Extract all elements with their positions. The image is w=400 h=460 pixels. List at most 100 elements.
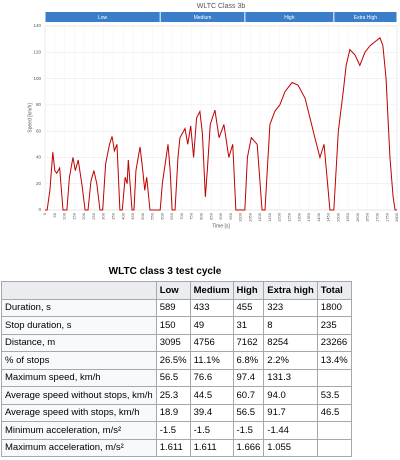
row-label: Duration, s	[1, 298, 157, 317]
x-tick-label: 1450	[326, 212, 331, 222]
x-tick-label: 500	[140, 212, 145, 219]
x-tick-label: 800	[199, 212, 204, 219]
x-tick-label: 1650	[365, 212, 370, 222]
table-cell: 76.6	[189, 368, 234, 387]
y-tick-label: 140	[33, 23, 41, 28]
table-row: Maximum speed, km/h 56.5 76.6 97.4 131.3	[1, 368, 352, 387]
x-tick-label: 1500	[335, 212, 340, 222]
table-cell: 60.7	[232, 386, 265, 405]
x-tick-label: 200	[81, 212, 86, 219]
table-cell	[316, 421, 352, 440]
x-axis-label: Time [s]	[212, 223, 230, 229]
table-cell: 11.1%	[189, 351, 234, 370]
x-tick-label: 1150	[267, 212, 272, 221]
x-tick-label: 750	[189, 212, 194, 219]
header-cell: Total	[316, 281, 352, 300]
table-cell: 2.2%	[263, 351, 318, 370]
table-cell: 150	[155, 316, 191, 335]
x-tick-label: 700	[179, 212, 184, 219]
table-cell: 31	[232, 316, 265, 335]
row-label: Maximum speed, km/h	[1, 368, 157, 387]
x-tick-label: 1600	[355, 212, 360, 222]
phase-band	[334, 12, 397, 22]
row-label: Average speed without stops, km/h	[1, 386, 157, 405]
table-cell: 26.5%	[155, 351, 191, 370]
x-tick-label: 1000	[238, 212, 243, 222]
table-cell: 1.055	[263, 438, 318, 457]
x-tick-label: 150	[71, 212, 76, 219]
header-cell: Low	[155, 281, 191, 300]
y-tick-label: 20	[36, 181, 42, 186]
table-cell: 6.8%	[232, 351, 265, 370]
table-cell: 91.7	[263, 403, 318, 422]
table-cell: 8	[263, 316, 318, 335]
table-title: WLTC class 3 test cycle	[108, 266, 222, 277]
phase-label: High	[284, 15, 295, 21]
table-cell: 13.4%	[316, 351, 352, 370]
table-row: Stop duration, s 150 49 31 8 235	[1, 316, 352, 335]
x-tick-label: 1300	[296, 212, 301, 222]
phase-band	[45, 12, 160, 22]
x-tick-label: 400	[120, 212, 125, 219]
x-tick-label: 650	[169, 212, 174, 219]
table-row: Minimum acceleration, m/s² -1.5 -1.5 -1.5 -1…	[1, 421, 352, 440]
row-label: Minimum acceleration, m/s²	[1, 421, 157, 440]
table-cell: -1.5	[232, 421, 265, 440]
x-tick-label: 550	[150, 212, 155, 219]
table-cell: 18.9	[155, 403, 191, 422]
phase-label: Medium	[194, 15, 212, 21]
x-tick-label: 850	[208, 212, 213, 219]
y-tick-label: 80	[36, 102, 42, 107]
x-tick-label: 50	[52, 212, 57, 217]
x-tick-label: 900	[218, 212, 223, 219]
header-cell: Extra high	[263, 281, 318, 300]
table-cell: 23266	[316, 333, 352, 352]
header-row: Low Medium High Extra high Total	[1, 281, 352, 300]
table-row: Maximum acceleration, m/s² 1.611 1.611 1.66…	[1, 438, 352, 457]
table-cell: 1.611	[189, 438, 234, 457]
table-cell: 433	[189, 298, 234, 317]
x-tick-label: 1050	[247, 212, 252, 222]
header-cell: High	[232, 281, 265, 300]
table-cell: 235	[316, 316, 352, 335]
x-tick-label: 1350	[306, 212, 311, 222]
table-cell: 1.666	[232, 438, 265, 457]
row-label: Distance, m	[1, 333, 157, 352]
phase-label: Low	[98, 15, 108, 21]
table-cell: 25.3	[155, 386, 191, 405]
table-cell: -1.5	[189, 421, 234, 440]
x-tick-label: 300	[101, 212, 106, 219]
y-tick-label: 120	[33, 49, 41, 54]
table-row: % of stops 26.5% 11.1% 6.8% 2.2% 13.4%	[1, 351, 352, 370]
table-cell: 1800	[316, 298, 352, 317]
x-tick-label: 950	[228, 212, 233, 219]
table-row: Average speed with stops, km/h 18.9 39.4 56…	[1, 403, 352, 422]
table: Low Medium High Extra high Total Duration, s 5…	[1, 281, 352, 457]
row-label: Average speed with stops, km/h	[1, 403, 157, 422]
table-cell: 97.4	[232, 368, 265, 387]
x-tick-label: 1700	[375, 212, 380, 222]
x-tick-label: 350	[111, 212, 116, 219]
table-cell: 4756	[189, 333, 234, 352]
x-tick-label: 1250	[287, 212, 292, 222]
x-tick-label: 1200	[277, 212, 282, 222]
table-cell: 44.5	[189, 386, 234, 405]
table-cell: 49	[189, 316, 234, 335]
table-cell: 455	[232, 298, 265, 317]
table-row: Distance, m 3095 4756 7162 8254 23266	[1, 333, 352, 352]
x-tick-label: 250	[91, 212, 96, 219]
table-cell: 8254	[263, 333, 318, 352]
table-cell: 3095	[155, 333, 191, 352]
y-axis-label: Speed [km/h]	[27, 103, 33, 133]
chart: WLTC Class 3b Time [s] Speed [km/h] Low M…	[27, 3, 399, 229]
phase-label: Extra High	[354, 15, 378, 21]
table-cell: -1.44	[263, 421, 318, 440]
y-tick-label: 40	[36, 155, 42, 160]
table-cell: 46.5	[316, 403, 352, 422]
table-cell: 56.5	[155, 368, 191, 387]
table-cell: 56.5	[232, 403, 265, 422]
row-label: % of stops	[1, 351, 157, 370]
table-cell: 94.0	[263, 386, 318, 405]
table-cell: 39.4	[189, 403, 234, 422]
